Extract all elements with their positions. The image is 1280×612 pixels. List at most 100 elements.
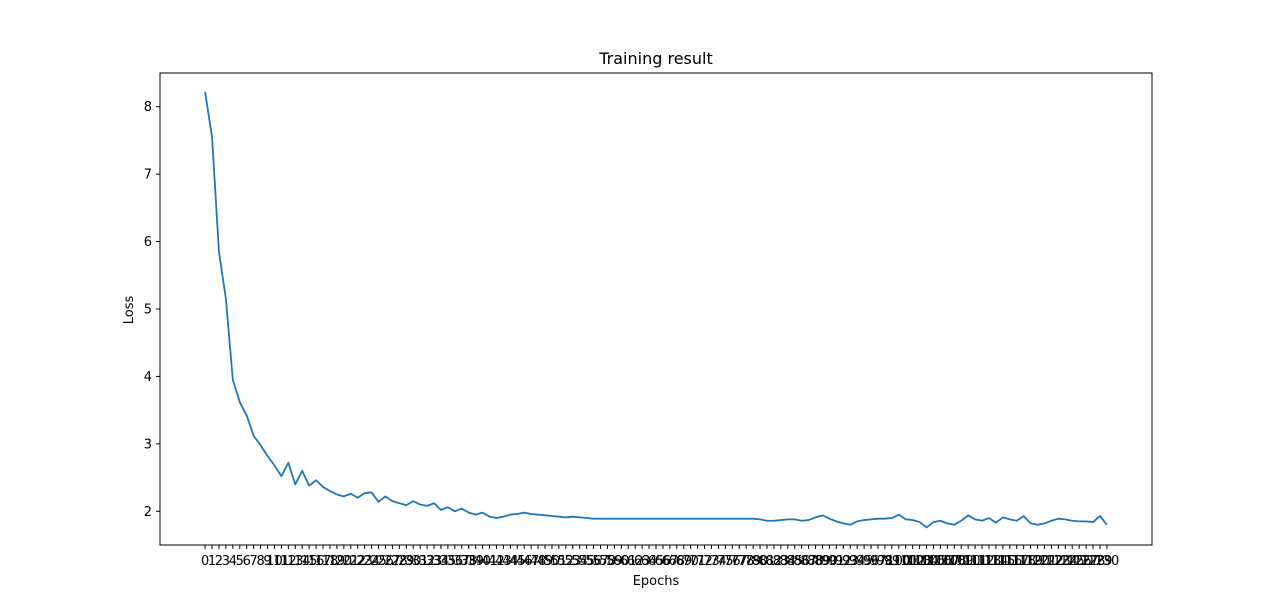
x-tick-label-76: 76 bbox=[724, 554, 741, 569]
x-tick-label-24: 24 bbox=[363, 554, 380, 569]
x-tick-label-29: 29 bbox=[398, 554, 415, 569]
x-tick-label-39: 39 bbox=[467, 554, 484, 569]
x-tick-label-67: 67 bbox=[662, 554, 679, 569]
x-axis-label: Epochs bbox=[633, 574, 680, 589]
x-tick-label-48: 48 bbox=[530, 554, 547, 569]
x-tick-label-36: 36 bbox=[447, 554, 464, 569]
x-tick-label-73: 73 bbox=[703, 554, 720, 569]
x-tick-label-101: 101 bbox=[893, 554, 918, 569]
x-tick-label-83: 83 bbox=[773, 554, 790, 569]
x-tick-label-75: 75 bbox=[717, 554, 734, 569]
x-tick-label-129: 129 bbox=[1088, 554, 1113, 569]
x-tick-label-94: 94 bbox=[849, 554, 866, 569]
x-tick-label-115: 115 bbox=[990, 554, 1015, 569]
x-tick-label-77: 77 bbox=[731, 554, 748, 569]
x-tick-label-0: 0 bbox=[201, 554, 209, 569]
x-tick-label-98: 98 bbox=[877, 554, 894, 569]
y-tick-label-5: 5 bbox=[144, 303, 152, 318]
x-tick-label-107: 107 bbox=[935, 554, 960, 569]
x-tick-label-55: 55 bbox=[578, 554, 595, 569]
x-tick-label-53: 53 bbox=[564, 554, 581, 569]
y-tick-label-2: 2 bbox=[144, 505, 152, 520]
x-tick-label-90: 90 bbox=[821, 554, 838, 569]
x-tick-label-126: 126 bbox=[1067, 554, 1092, 569]
x-tick-label-59: 59 bbox=[606, 554, 623, 569]
x-tick-label-25: 25 bbox=[370, 554, 387, 569]
x-tick-label-80: 80 bbox=[752, 554, 769, 569]
x-tick-label-21: 21 bbox=[342, 554, 359, 569]
x-tick-label-109: 109 bbox=[949, 554, 974, 569]
x-tick-label-64: 64 bbox=[641, 554, 658, 569]
x-tick-label-86: 86 bbox=[793, 554, 810, 569]
x-tick-label-17: 17 bbox=[315, 554, 332, 569]
x-tick-label-95: 95 bbox=[856, 554, 873, 569]
x-tick-label-23: 23 bbox=[356, 554, 373, 569]
x-tick-label-37: 37 bbox=[453, 554, 470, 569]
x-tick-label-79: 79 bbox=[745, 554, 762, 569]
x-tick-label-102: 102 bbox=[900, 554, 925, 569]
x-tick-label-66: 66 bbox=[655, 554, 672, 569]
x-tick-label-52: 52 bbox=[558, 554, 575, 569]
x-tick-label-91: 91 bbox=[828, 554, 845, 569]
x-tick-label-14: 14 bbox=[294, 554, 311, 569]
x-tick-label-118: 118 bbox=[1011, 554, 1036, 569]
x-tick-label-4: 4 bbox=[229, 554, 237, 569]
x-tick-label-18: 18 bbox=[322, 554, 339, 569]
x-tick-label-69: 69 bbox=[675, 554, 692, 569]
x-tick-label-97: 97 bbox=[870, 554, 887, 569]
x-tick-label-60: 60 bbox=[613, 554, 630, 569]
x-tick-label-47: 47 bbox=[523, 554, 540, 569]
x-tick-label-3: 3 bbox=[222, 554, 230, 569]
x-tick-label-72: 72 bbox=[696, 554, 713, 569]
x-tick-label-13: 13 bbox=[287, 554, 304, 569]
x-tick-label-50: 50 bbox=[544, 554, 561, 569]
x-tick-label-43: 43 bbox=[495, 554, 512, 569]
x-tick-label-33: 33 bbox=[426, 554, 443, 569]
x-tick-label-106: 106 bbox=[928, 554, 953, 569]
x-tick-label-125: 125 bbox=[1060, 554, 1085, 569]
x-tick-label-124: 124 bbox=[1053, 554, 1078, 569]
x-tick-label-38: 38 bbox=[460, 554, 477, 569]
x-tick-label-63: 63 bbox=[634, 554, 651, 569]
x-tick-label-42: 42 bbox=[488, 554, 505, 569]
y-tick-label-8: 8 bbox=[144, 100, 152, 115]
x-tick-label-105: 105 bbox=[921, 554, 946, 569]
x-tick-label-65: 65 bbox=[648, 554, 665, 569]
x-tick-label-22: 22 bbox=[349, 554, 366, 569]
x-tick-label-103: 103 bbox=[907, 554, 932, 569]
x-tick-label-34: 34 bbox=[433, 554, 450, 569]
plot-frame bbox=[159, 72, 1153, 546]
x-tick-label-2: 2 bbox=[215, 554, 223, 569]
x-tick-label-123: 123 bbox=[1046, 554, 1071, 569]
x-tick-label-20: 20 bbox=[336, 554, 353, 569]
x-tick-label-120: 120 bbox=[1025, 554, 1050, 569]
x-tick-label-81: 81 bbox=[759, 554, 776, 569]
y-axis-label: Loss bbox=[122, 296, 137, 325]
x-tick-label-19: 19 bbox=[329, 554, 346, 569]
x-tick-label-27: 27 bbox=[384, 554, 401, 569]
x-tick-label-74: 74 bbox=[710, 554, 727, 569]
x-tick-label-111: 111 bbox=[963, 554, 988, 569]
x-tick-label-104: 104 bbox=[914, 554, 939, 569]
x-tick-label-31: 31 bbox=[412, 554, 429, 569]
y-tick-label-6: 6 bbox=[144, 235, 152, 250]
x-tick-label-7: 7 bbox=[250, 554, 258, 569]
x-tick-label-16: 16 bbox=[308, 554, 325, 569]
x-tick-label-40: 40 bbox=[474, 554, 491, 569]
y-tick-label-7: 7 bbox=[144, 168, 152, 183]
x-tick-label-100: 100 bbox=[886, 554, 911, 569]
x-tick-label-119: 119 bbox=[1018, 554, 1043, 569]
x-tick-label-82: 82 bbox=[766, 554, 783, 569]
chart-title: Training result bbox=[598, 49, 712, 68]
x-tick-label-44: 44 bbox=[502, 554, 519, 569]
x-tick-label-99: 99 bbox=[884, 554, 901, 569]
x-tick-label-93: 93 bbox=[842, 554, 859, 569]
x-tick-label-11: 11 bbox=[273, 554, 290, 569]
x-tick-label-54: 54 bbox=[571, 554, 588, 569]
x-tick-label-68: 68 bbox=[669, 554, 686, 569]
x-tick-label-84: 84 bbox=[780, 554, 797, 569]
x-tick-label-113: 113 bbox=[977, 554, 1002, 569]
x-tick-label-70: 70 bbox=[682, 554, 699, 569]
